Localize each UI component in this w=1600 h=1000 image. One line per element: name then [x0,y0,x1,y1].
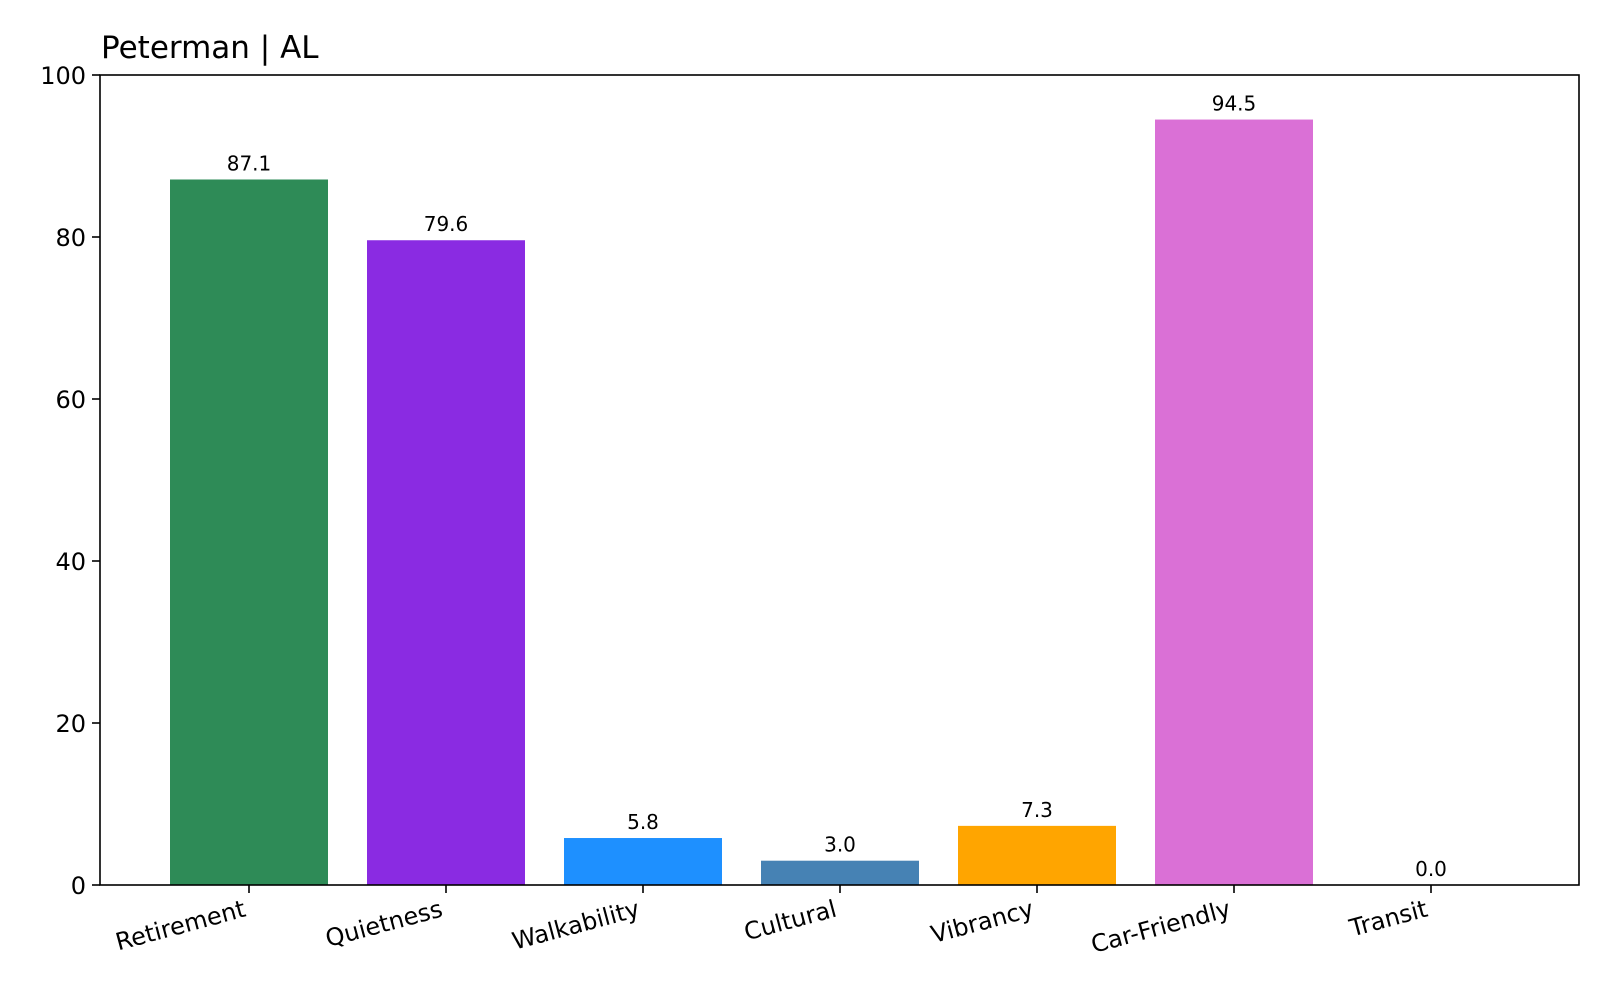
bar-value-label: 5.8 [627,810,659,834]
x-tick-label: Car-Friendly [1088,895,1234,959]
y-tick-label: 100 [40,62,86,90]
bar-cultural [761,860,919,885]
y-tick-label: 80 [55,224,86,252]
x-tick-label: Walkability [509,895,642,956]
y-axis: 0 20 40 60 80 100 [40,62,100,900]
y-tick-label: 0 [71,872,86,900]
bar-value-label: 0.0 [1415,857,1447,881]
x-axis: Retirement Quietness Walkability Cultural Vi… [113,885,1432,959]
bar-value-label: 3.0 [824,833,856,857]
y-tick-label: 60 [55,386,86,414]
x-tick-label: Vibrancy [928,895,1037,949]
bar-vibrancy [958,825,1116,885]
bar-quietness [367,240,525,886]
bar-retirement [170,179,328,886]
bar-value-label: 94.5 [1212,92,1257,116]
bar-value-label: 87.1 [227,151,272,175]
y-tick-label: 20 [55,710,86,738]
bar-value-label: 7.3 [1021,798,1053,822]
bar-car-friendly [1155,119,1313,886]
y-tick-label: 40 [55,548,86,576]
x-tick-label: Transit [1346,895,1431,943]
x-tick-label: Retirement [113,895,249,957]
bar-value-label: 79.6 [424,212,469,236]
x-tick-label: Cultural [741,895,840,947]
bar-walkability [564,838,722,885]
x-tick-label: Quietness [322,895,445,953]
plot-area: 87.1 79.6 5.8 3.0 7.3 94.5 0.0 [170,92,1447,886]
chart-title: Peterman | AL [101,30,319,66]
